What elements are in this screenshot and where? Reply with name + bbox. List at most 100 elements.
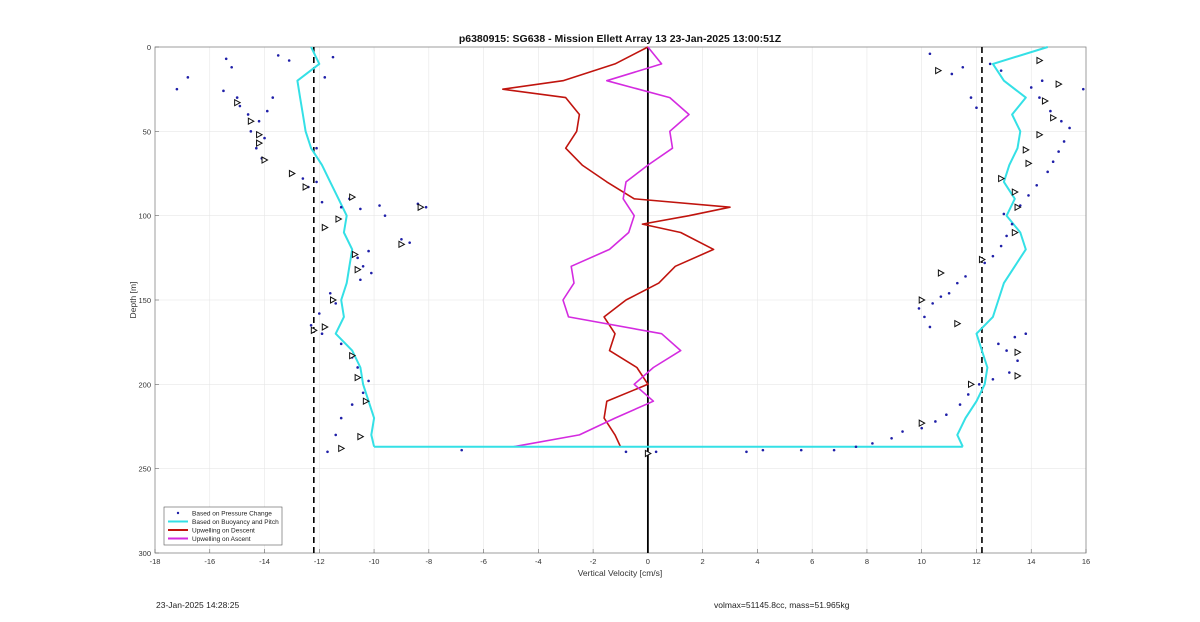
pressure-change-point (271, 96, 275, 99)
pressure-change-point (320, 332, 324, 336)
pressure-change-point (326, 450, 329, 454)
pressure-change-point (323, 76, 327, 79)
pressure-change-point (1081, 87, 1085, 91)
pressure-change-point (871, 442, 874, 445)
pressure-change-point (945, 413, 948, 416)
pressure-change-point (1008, 371, 1011, 374)
pressure-change-point (287, 59, 291, 62)
pressure-change-point (1049, 109, 1052, 113)
x-tick-label: -8 (425, 557, 432, 566)
triangle-marker (1022, 146, 1030, 154)
pressure-change-point (1035, 184, 1039, 187)
triangle-marker (338, 444, 346, 453)
upwelling-on-ascent-line (513, 46, 690, 448)
triangle-marker (329, 296, 338, 304)
x-tick-label: 16 (1082, 557, 1090, 566)
triangle-marker (302, 183, 310, 191)
triangle-marker (937, 269, 945, 277)
triangle-marker (1014, 203, 1022, 212)
legend-label: Based on Buoyancy and Pitch (192, 519, 279, 526)
pressure-change-point (1060, 119, 1063, 123)
triangle-marker (1025, 159, 1033, 168)
pressure-change-point (917, 307, 921, 310)
series-lines (296, 46, 1048, 448)
pressure-change-point (1024, 332, 1028, 336)
pressure-change-point (315, 180, 318, 184)
pressure-change-point (950, 72, 954, 76)
pressure-change-point (230, 65, 233, 69)
triangle-marker (998, 174, 1006, 183)
pressure-change-point (966, 393, 970, 396)
triangle-marker (918, 296, 926, 304)
pressure-change-point (1046, 170, 1049, 174)
triangle-marker (256, 139, 264, 147)
pressure-change-point (832, 448, 836, 452)
grid-lines (154, 46, 1087, 554)
triangle-marker (1036, 130, 1044, 139)
x-tick-label: -2 (590, 557, 597, 566)
triangle-markers (234, 56, 1063, 458)
x-tick-label: -16 (204, 557, 215, 566)
triangle-marker (349, 351, 357, 360)
triangle-marker (1011, 228, 1019, 237)
y-tick-label: 250 (138, 465, 151, 474)
pressure-change-point (890, 437, 893, 440)
pressure-change-point (975, 106, 978, 110)
pressure-change-point (383, 214, 387, 217)
pressure-change-point (186, 76, 190, 79)
pressure-change-point (654, 450, 658, 454)
x-tick-label: -14 (259, 557, 270, 566)
pressure-change-point (249, 130, 253, 133)
x-axis-ticks: -18 -16 -14 -12 -10 -8 -6 -4 -2 0 2 4 6 8 10 12 14 16 (150, 549, 1090, 566)
triangle-marker (417, 203, 425, 212)
pressure-change-point (238, 104, 242, 108)
pressure-change-point (331, 55, 335, 59)
pressure-change-point (1005, 349, 1008, 352)
triangle-marker (935, 66, 943, 75)
pressure-change-point (460, 448, 463, 452)
pressure-change-point (1040, 79, 1044, 83)
pressure-change-point (356, 366, 359, 369)
pressure-change-point (257, 119, 261, 123)
triangle-marker (351, 250, 359, 259)
pressure-change-point (983, 261, 986, 265)
legend-label: Based on Pressure Change (192, 510, 272, 517)
pressure-change-point (309, 324, 313, 327)
pressure-change-point (939, 295, 943, 298)
pressure-change-point (745, 450, 748, 454)
pressure-change-point (359, 207, 362, 211)
pressure-change-points (175, 52, 1085, 454)
upwelling-on-descent-line (501, 46, 731, 448)
triangle-marker (1011, 188, 1019, 196)
pressure-change-point (224, 57, 228, 61)
pressure-change-point (1027, 194, 1030, 197)
pressure-change-point (408, 241, 411, 244)
pressure-change-point (339, 205, 343, 209)
pressure-change-point (1051, 160, 1055, 163)
triangle-marker (357, 432, 365, 441)
x-tick-label: -6 (480, 557, 487, 566)
pressure-change-point (222, 89, 225, 93)
pressure-change-point (1029, 86, 1033, 89)
pressure-change-point (1010, 222, 1014, 226)
pressure-change-point (624, 450, 628, 454)
pressure-change-point (928, 325, 932, 329)
triangle-marker (256, 130, 264, 139)
triangle-marker (354, 373, 362, 382)
x-tick-label: -10 (369, 557, 380, 566)
triangle-marker (1041, 97, 1049, 105)
pressure-change-point (378, 204, 381, 207)
triangle-marker (247, 117, 255, 126)
pressure-change-point (969, 96, 973, 99)
pressure-change-point (977, 383, 981, 386)
reference-lines (313, 47, 983, 553)
pressure-change-point (320, 200, 324, 204)
pressure-change-point (958, 403, 962, 406)
triangle-marker (349, 193, 357, 201)
pressure-change-point (1057, 150, 1060, 153)
x-tick-label: 4 (755, 557, 759, 566)
y-tick-label: 300 (138, 549, 151, 558)
pressure-change-point (997, 342, 1000, 346)
pressure-change-point (901, 430, 904, 433)
